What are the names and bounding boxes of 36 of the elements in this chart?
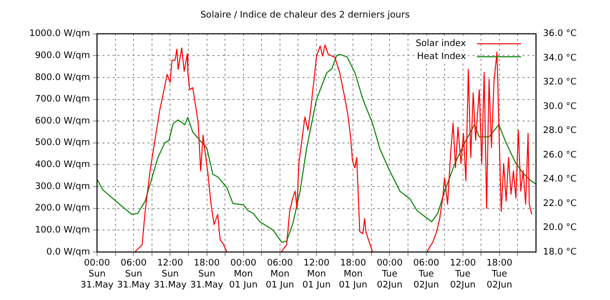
x-tick-label: 12:00 Sun 31.May [154,258,188,290]
x-tick-label: 12:00 Mon 01 Jun [302,258,331,290]
y2-tick-label: 32.0 °C [543,78,577,88]
y2-tick-label: 36.0 °C [543,29,577,40]
y2-tick-label: 26.0 °C [543,150,577,160]
y-tick-label: 100.0 W/qm [34,226,90,236]
y-tick-label: 800.0 W/qm [34,72,90,83]
y2-tick-label: 34.0 °C [543,53,577,64]
legend-label: Heat Index [417,52,467,62]
y-tick-label: 1000.0 W/qm [29,29,90,40]
x-tick-label: 12:00 Tue 02Jun [450,258,476,290]
y-tick-label: 300.0 W/qm [34,182,90,192]
x-tick-label: 00:00 Mon 01 Jun [229,258,258,290]
y2-tick-label: 22.0 °C [543,198,577,209]
x-tick-label: 06:00 Tue 02Jun [413,258,440,290]
legend-label: Solar index [416,39,467,50]
y2-tick-label: 24.0 °C [543,174,577,185]
x-tick-label: 00:00 Sun 31.May [80,258,114,290]
y2-tick-label: 20.0 °C [543,223,577,234]
y2-tick-label: 18.0 °C [543,247,577,258]
y2-tick-label: 28.0 °C [543,126,577,136]
x-tick-label: 18:00 Tue 02Jun [486,258,513,290]
x-tick-label: 18:00 Sun 31.May [190,258,224,290]
y-tick-label: 200.0 W/qm [34,204,90,214]
y-tick-label: 0.0 W/qm [46,247,90,258]
y2-tick-label: 30.0 °C [543,102,577,112]
y-tick-label: 900.0 W/qm [34,50,90,61]
x-tick-label: 18:00 Mon 01 Jun [338,258,368,290]
y-tick-label: 500.0 W/qm [34,138,90,148]
y-tick-label: 600.0 W/qm [34,116,90,126]
y-tick-label: 400.0 W/qm [34,160,90,170]
x-tick-label: 06:00 Mon 01 Jun [266,258,294,290]
x-tick-label: 00:00 Tue 02Jun [376,258,403,290]
x-tick-label: 06:00 Sun 31.May [117,258,151,290]
y-tick-label: 700.0 W/qm [34,94,90,105]
chart-title: Solaire / Indice de chaleur des 2 derniers jours [200,10,410,21]
